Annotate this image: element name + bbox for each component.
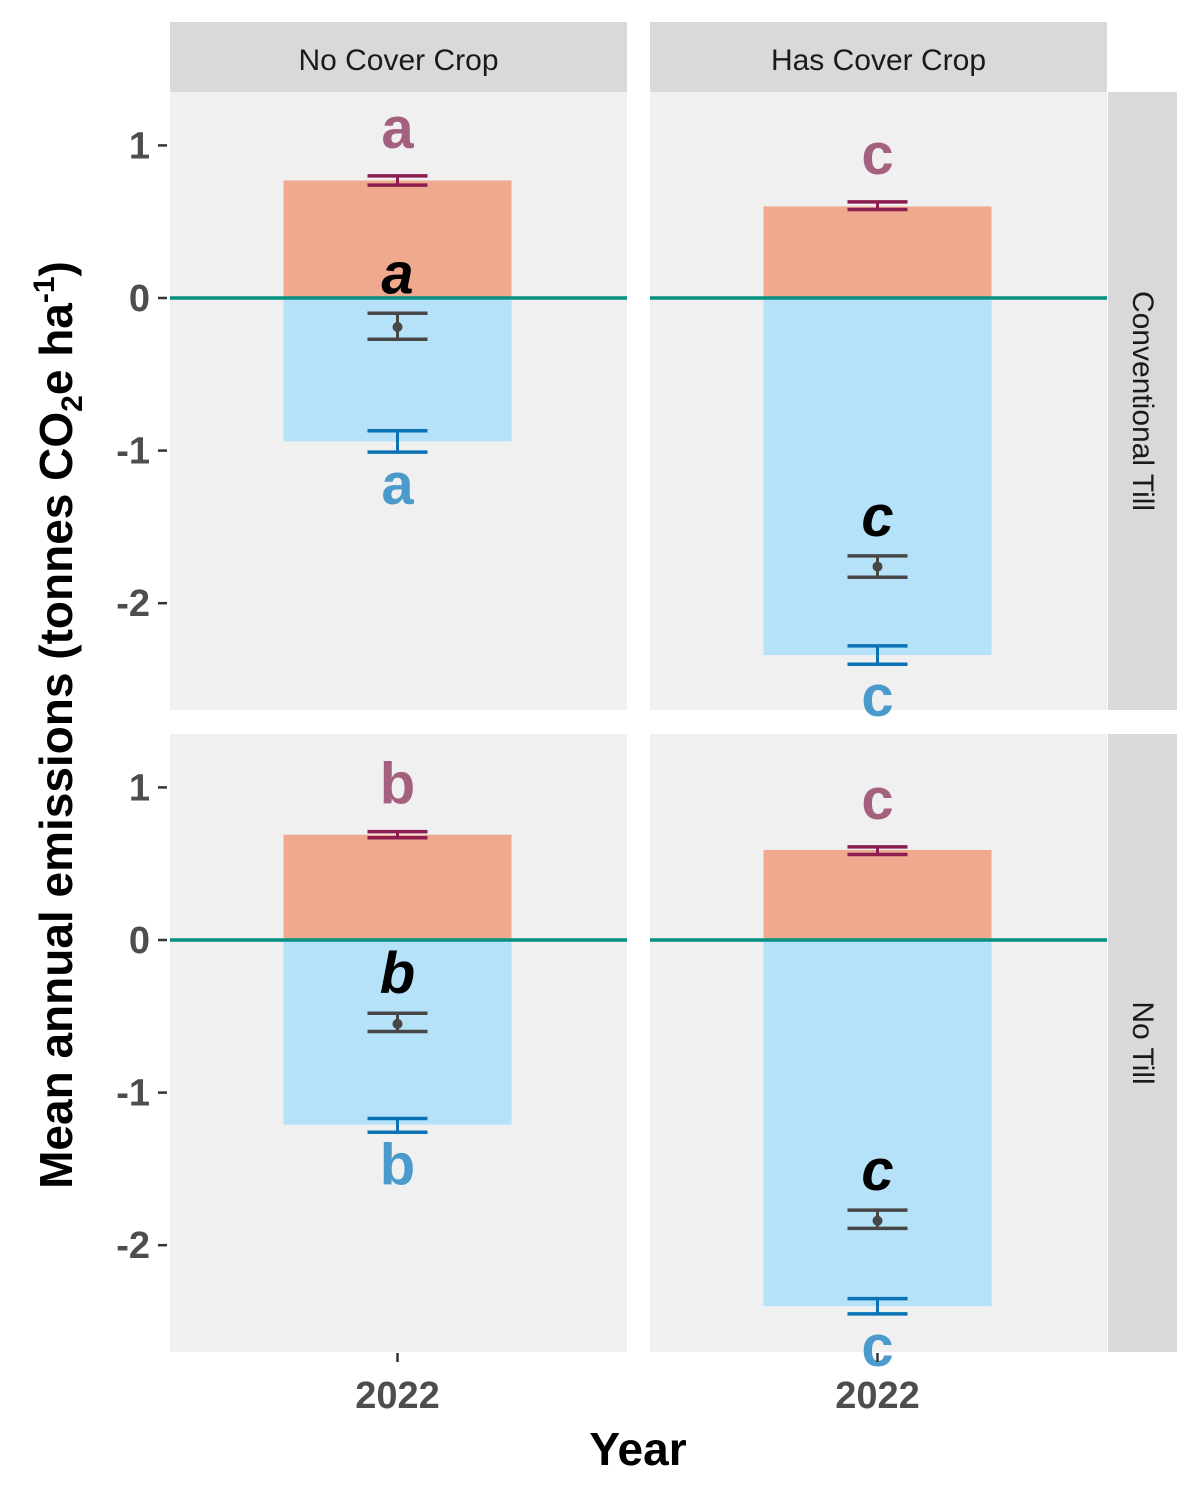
y-axis-title-part-2: e ha (30, 303, 82, 395)
emissions-error-bar (847, 200, 908, 212)
sequestration-bar (763, 940, 992, 1307)
net-error-bar-point (392, 321, 403, 332)
facet-panel: a a a (170, 92, 627, 710)
y-axis-title: Mean annual emissions (tonnes CO2e ha-1) (28, 261, 89, 1189)
y-tick-label: 1 (129, 125, 150, 167)
y-axis-title-subscript: 2 (56, 395, 89, 412)
sequestration-error-bar (367, 1116, 428, 1135)
net-significance-letter: b (380, 941, 415, 1006)
y-tick-label: 0 (129, 278, 150, 320)
row-strip (1108, 92, 1177, 710)
x-axis-title: Year (589, 1423, 686, 1475)
emissions-error-bar (847, 845, 908, 857)
sequestration-error-bar (847, 1296, 908, 1316)
facet-panel: b b b (170, 734, 627, 1352)
y-axis: -2 -1 0 1 -2 -1 0 1 (116, 125, 167, 1267)
emissions-error-bar (367, 174, 428, 187)
sequestration-significance-letter: a (381, 452, 414, 517)
y-tick-label: -1 (116, 1073, 150, 1115)
net-significance-letter: a (381, 241, 413, 306)
y-tick-label: -1 (116, 431, 150, 473)
emissions-bar (283, 834, 512, 940)
y-tick-label: 1 (129, 767, 150, 809)
net-error-bar (367, 1011, 428, 1034)
sequestration-significance-letter: c (861, 664, 893, 729)
emissions-significance-letter: c (861, 122, 893, 187)
sequestration-bar (763, 298, 992, 656)
net-significance-letter: c (861, 1138, 893, 1203)
column-strip-label: No Cover Crop (298, 44, 498, 77)
y-axis-title-superscript: -1 (28, 276, 61, 303)
emissions-bar (763, 206, 992, 298)
net-error-bar-point (392, 1018, 403, 1029)
emissions-bar (283, 180, 512, 298)
row-strip (1108, 734, 1177, 1352)
x-axis: 2022 2022 (355, 1353, 920, 1417)
facet-panel: c c c (650, 92, 1107, 729)
net-error-bar (847, 1208, 908, 1231)
y-axis-title-part-1: Mean annual emissions (tonnes CO (30, 412, 82, 1189)
column-strip-label: Has Cover Crop (771, 44, 986, 77)
emissions-bar (763, 849, 992, 940)
sequestration-significance-letter: c (861, 1314, 893, 1379)
net-error-bar-point (872, 1215, 883, 1226)
net-error-bar (847, 554, 908, 579)
sequestration-significance-letter: b (380, 1132, 415, 1197)
emissions-significance-letter: c (861, 767, 893, 832)
emissions-significance-letter: b (380, 752, 415, 817)
emissions-error-bar (367, 829, 428, 840)
column-strip (170, 22, 627, 92)
y-axis-title-part-3: ) (30, 261, 82, 276)
net-significance-letter: c (861, 484, 893, 549)
sequestration-error-bar (367, 429, 428, 454)
emissions-significance-letter: a (381, 96, 414, 161)
y-tick-label: -2 (116, 583, 150, 625)
row-strip-label: No Till (1126, 1001, 1159, 1084)
x-tick-label: 2022 (355, 1375, 440, 1417)
column-strip (650, 22, 1107, 92)
y-tick-label: -2 (116, 1225, 150, 1267)
net-error-bar (367, 311, 428, 341)
facet-panel: c c c (650, 734, 1107, 1379)
x-tick-label: 2022 (835, 1375, 920, 1417)
row-strip-label: Conventional Till (1126, 291, 1159, 511)
net-error-bar-point (872, 561, 883, 572)
sequestration-error-bar (847, 644, 908, 666)
strips-layer: No Cover Crop Has Cover Crop Conventional … (170, 22, 1177, 1352)
y-tick-label: 0 (129, 920, 150, 962)
